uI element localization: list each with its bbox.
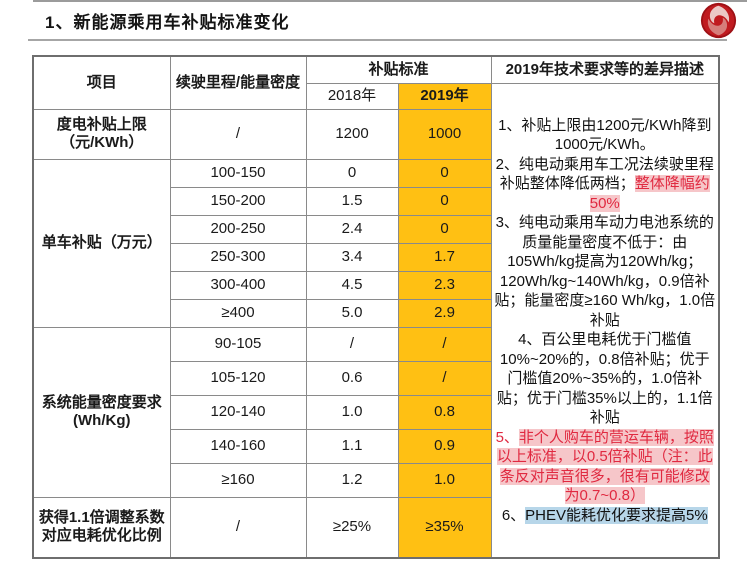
- cell-2019: /: [397, 360, 492, 396]
- cell-2019: 0: [397, 186, 492, 216]
- cell-range: 300-400: [169, 270, 307, 300]
- note-4: 4、百公里电耗优于门槛值10%~20%的，0.8倍补贴；优于门槛值20%~35%…: [496, 331, 713, 426]
- cell-2019: 0.8: [397, 394, 492, 430]
- row-label-adjust-coefficient: 获得1.1倍调整系数对应电耗优化比例: [32, 496, 171, 559]
- cell-range: 200-250: [169, 214, 307, 244]
- cell-2018: 4.5: [305, 270, 399, 300]
- subsidy-table: 项目 续驶里程/能量密度 补贴标准 2019年技术要求等的差异描述 2018年 …: [32, 55, 721, 559]
- cell-2019: 2.3: [397, 270, 492, 300]
- row-energy-density-2: 105-120 0.6 /: [33, 360, 719, 396]
- col-header-diff-description: 2019年技术要求等的差异描述: [490, 55, 720, 84]
- cell-2019: 0: [397, 158, 492, 188]
- note-6-blue-highlight: PHEV能耗优化要求提高5%: [525, 506, 708, 524]
- cell-2019: ≥35%: [397, 496, 492, 559]
- cell-2018: 1200: [305, 108, 399, 160]
- row-adjust-coefficient: 获得1.1倍调整系数对应电耗优化比例 / ≥25% ≥35%: [32, 496, 719, 559]
- title-underline: [28, 39, 727, 41]
- row-energy-density-4: 140-160 1.1 0.9: [33, 428, 719, 464]
- row-per-vehicle-1: 单车补贴（万元） 100-150 0 0: [32, 158, 719, 328]
- cell-2019: 1.7: [397, 242, 492, 272]
- cell-2019: /: [397, 326, 492, 362]
- cell-range: /: [169, 108, 307, 160]
- dongfeng-logo-icon: [700, 2, 737, 39]
- cell-range: 100-150: [169, 158, 307, 188]
- cell-range: 140-160: [169, 428, 307, 464]
- cell-2018: 1.5: [305, 186, 399, 216]
- cell-2018: 1.0: [305, 394, 399, 430]
- table-header-row-1: 项目 续驶里程/能量密度 补贴标准 2019年技术要求等的差异描述: [32, 55, 720, 110]
- cell-2018: 0.6: [305, 360, 399, 396]
- note-1: 1、补贴上限由1200元/KWh降到1000元/KWh。: [498, 116, 712, 154]
- note-3: 3、纯电动乘用车动力电池系统的质量能量密度不低于：由105Wh/kg提高为120…: [494, 214, 716, 329]
- cell-range: /: [169, 496, 307, 559]
- row-kwh-cap: 度电补贴上限（元/KWh） / 1200 1000: [32, 108, 719, 160]
- col-header-range-density: 续驶里程/能量密度: [169, 55, 307, 110]
- row-label-kwh-cap: 度电补贴上限（元/KWh）: [32, 108, 171, 160]
- cell-range: 105-120: [169, 360, 307, 396]
- note-5-red-highlight: 非个人购车的营运车辆，按照以上标准，以0.5倍补贴（注：此条反对声音很多，很有可…: [496, 428, 714, 504]
- cell-range: 150-200: [169, 186, 307, 216]
- cell-range: ≥400: [169, 298, 307, 328]
- cell-2018: 1.1: [305, 428, 399, 464]
- top-border-line: [33, 0, 747, 2]
- col-header-2019: 2019年: [397, 82, 492, 110]
- row-per-vehicle-5: 300-400 4.5 2.3: [33, 270, 719, 300]
- cell-2018: 0: [305, 158, 399, 188]
- note-5: 5、非个人购车的营运车辆，按照以上标准，以0.5倍补贴（注：此条反对声音很多，很…: [495, 428, 714, 504]
- table-header-row-2: 2018年 2019年 1、补贴上限由1200元/KWh降到1000元/KWh。…: [33, 82, 720, 559]
- col-header-subsidy-standard: 补贴标准: [305, 55, 492, 84]
- row-per-vehicle-4: 250-300 3.4 1.7: [33, 242, 719, 272]
- cell-2019: 1000: [397, 108, 492, 160]
- cell-2019: 1.0: [397, 462, 492, 498]
- cell-2018: 3.4: [305, 242, 399, 272]
- cell-2018: /: [305, 326, 399, 362]
- diff-description-cell: 1、补贴上限由1200元/KWh降到1000元/KWh。 2、纯电动乘用车工况法…: [490, 82, 720, 559]
- row-energy-density-5: ≥160 1.2 1.0: [33, 462, 719, 498]
- col-header-item: 项目: [32, 55, 171, 110]
- row-label-per-vehicle-subsidy: 单车补贴（万元）: [32, 158, 171, 328]
- cell-2019: 0: [397, 214, 492, 244]
- cell-2018: 1.2: [305, 462, 399, 498]
- cell-range: 120-140: [169, 394, 307, 430]
- cell-range: 250-300: [169, 242, 307, 272]
- cell-2019: 0.9: [397, 428, 492, 464]
- note-2: 2、纯电动乘用车工况法续驶里程补贴整体降低两档；整体降幅约50%: [495, 155, 714, 212]
- cell-2019: 2.9: [397, 298, 492, 328]
- col-header-2018: 2018年: [305, 82, 399, 110]
- row-energy-density-1: 系统能量密度要求 (Wh/Kg) 90-105 / /: [32, 326, 719, 498]
- cell-2018: 5.0: [305, 298, 399, 328]
- cell-2018: ≥25%: [305, 496, 399, 559]
- cell-range: ≥160: [169, 462, 307, 498]
- page-title: 1、新能源乘用车补贴标准变化: [45, 13, 290, 32]
- note-6: 6、PHEV能耗优化要求提高5%: [501, 506, 708, 524]
- row-per-vehicle-3: 200-250 2.4 0: [33, 214, 719, 244]
- row-label-energy-density: 系统能量密度要求 (Wh/Kg): [32, 326, 171, 498]
- cell-range: 90-105: [169, 326, 307, 362]
- cell-2018: 2.4: [305, 214, 399, 244]
